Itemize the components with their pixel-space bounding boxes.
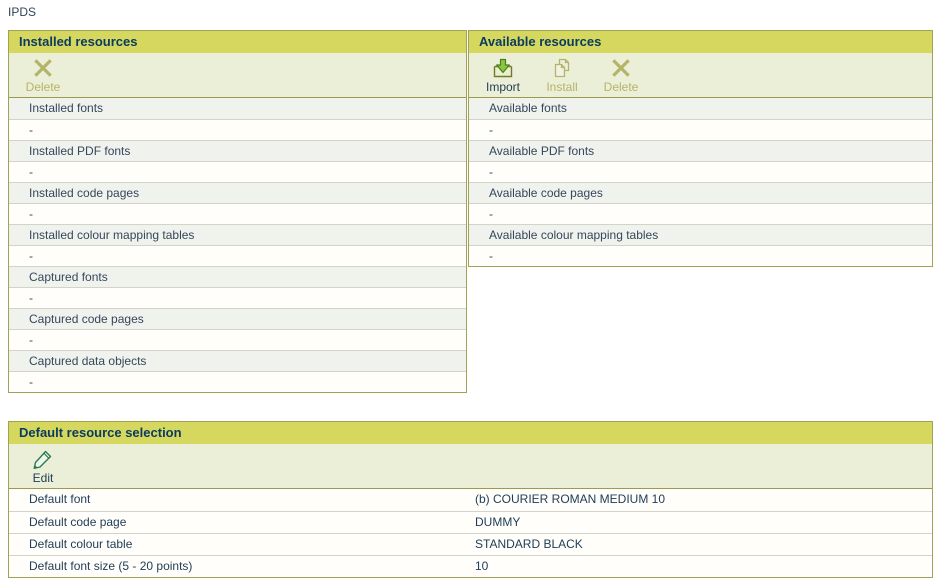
resource-value-row: - <box>469 245 932 266</box>
default-setting-label: Default font <box>29 492 91 506</box>
resource-category-row: Installed PDF fonts <box>9 140 466 161</box>
default-setting-label: Default font size (5 - 20 points) <box>29 559 193 573</box>
resource-value-row: - <box>469 119 932 140</box>
default-resource-selection-list: Default font (b) COURIER ROMAN MEDIUM 10 D… <box>9 489 932 577</box>
default-setting-value: (b) COURIER ROMAN MEDIUM 10 <box>475 492 666 506</box>
resource-value-row: - <box>9 119 466 140</box>
edit-icon <box>31 447 55 471</box>
page-title: IPDS <box>8 5 37 19</box>
install-button: Install <box>541 56 583 94</box>
resource-value-row: - <box>9 203 466 224</box>
import-icon <box>491 56 515 80</box>
default-setting-row: Default font (b) COURIER ROMAN MEDIUM 10 <box>9 489 932 511</box>
toolbar-button-label: Delete <box>603 80 639 94</box>
resource-value-row: - <box>9 161 466 182</box>
available-resources-list: Available fonts - Available PDF fonts - Avai… <box>469 98 932 266</box>
panel-default-resource-selection: Default resource selection Edit Default … <box>8 421 933 578</box>
default-setting-value: STANDARD BLACK <box>475 537 583 551</box>
default-setting-label: Default colour table <box>29 537 133 551</box>
available-resources-toolbar: Import Install Delete <box>469 53 932 98</box>
resource-value-row: - <box>9 245 466 266</box>
install-icon <box>550 56 574 80</box>
resource-category-row: Available code pages <box>469 182 932 203</box>
resource-category-row: Captured fonts <box>9 266 466 287</box>
resource-category-row: Available fonts <box>469 98 932 119</box>
delete-icon <box>31 56 55 80</box>
toolbar-button-label: Import <box>485 80 520 94</box>
resource-category-row: Installed code pages <box>9 182 466 203</box>
resource-category-row: Captured code pages <box>9 308 466 329</box>
toolbar-button-label: Delete <box>25 80 61 94</box>
delete-button: Delete <box>600 56 642 94</box>
resource-category-row: Available colour mapping tables <box>469 224 932 245</box>
resource-value-row: - <box>469 161 932 182</box>
installed-resources-header: Installed resources <box>9 31 466 53</box>
resource-category-row: Captured data objects <box>9 350 466 371</box>
default-setting-row: Default font size (5 - 20 points) 10 <box>9 555 932 577</box>
resource-category-row: Installed colour mapping tables <box>9 224 466 245</box>
toolbar-button-label: Edit <box>32 471 54 485</box>
default-setting-value: DUMMY <box>475 515 521 529</box>
panel-installed-resources: Installed resources Delete Installed fon… <box>8 30 467 393</box>
resource-value-row: - <box>9 371 466 392</box>
resource-category-row: Available PDF fonts <box>469 140 932 161</box>
default-setting-label: Default code page <box>29 515 127 529</box>
resource-value-row: - <box>9 287 466 308</box>
installed-resources-list: Installed fonts - Installed PDF fonts - Inst… <box>9 98 466 392</box>
resource-value-row: - <box>9 329 466 350</box>
default-resource-selection-toolbar: Edit <box>9 444 932 489</box>
edit-button[interactable]: Edit <box>22 447 64 485</box>
import-button[interactable]: Import <box>482 56 524 94</box>
available-resources-header: Available resources <box>469 31 932 53</box>
default-setting-value: 10 <box>475 559 489 573</box>
default-setting-row: Default code page DUMMY <box>9 511 932 533</box>
default-setting-row: Default colour table STANDARD BLACK <box>9 533 932 555</box>
panel-available-resources: Available resources Import Install Delete … <box>468 30 933 267</box>
default-resource-selection-header: Default resource selection <box>9 422 932 444</box>
resource-value-row: - <box>469 203 932 224</box>
delete-button: Delete <box>22 56 64 94</box>
installed-resources-toolbar: Delete <box>9 53 466 98</box>
toolbar-button-label: Install <box>546 80 578 94</box>
delete-icon <box>609 56 633 80</box>
resource-category-row: Installed fonts <box>9 98 466 119</box>
